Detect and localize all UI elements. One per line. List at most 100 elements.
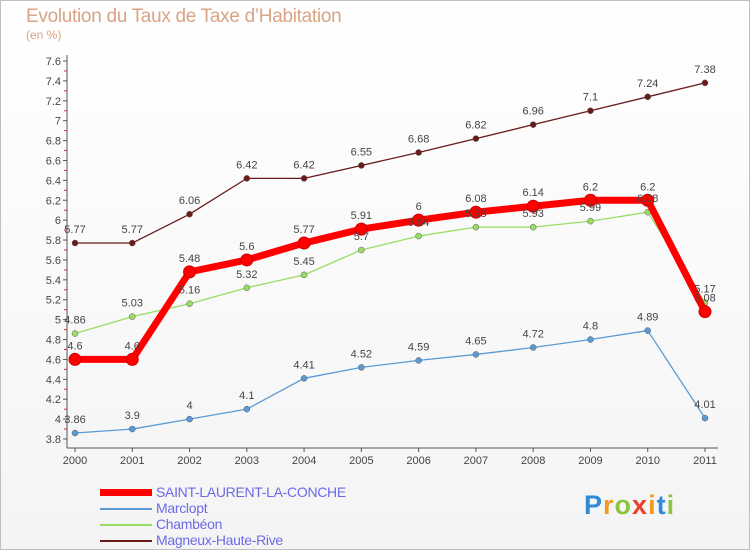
- data-label-magneux-haute-rive: 5.77: [64, 224, 85, 236]
- data-label-marclopt: 4: [186, 400, 192, 412]
- y-tick-label: 6.2: [46, 195, 61, 207]
- legend-label-chambeon: Chambéon: [156, 516, 223, 532]
- series-line-saint-laurent-la-conche: [71, 196, 709, 363]
- x-tick-label: 2008: [521, 455, 545, 467]
- data-point-saint-laurent-la-conche: [240, 253, 254, 267]
- data-point-chambeon: [300, 271, 308, 279]
- data-point-magneux-haute-rive: [587, 107, 594, 114]
- x-tick-label: 2009: [578, 455, 602, 467]
- x-tick-label: 2005: [349, 455, 373, 467]
- y-tick-label: 5.4: [46, 275, 61, 287]
- data-point-magneux-haute-rive: [243, 175, 251, 182]
- data-label-saint-laurent-la-conche: 4.6: [125, 340, 140, 352]
- data-point-saint-laurent-la-conche: [526, 199, 540, 213]
- data-label-marclopt: 3.86: [64, 414, 85, 426]
- x-tick-label: 2001: [120, 455, 144, 467]
- x-tick-label: 2002: [177, 455, 201, 467]
- data-point-saint-laurent-la-conche: [297, 236, 311, 250]
- y-tick-label: 7: [55, 116, 61, 128]
- data-label-marclopt: 4.89: [637, 312, 658, 324]
- data-label-marclopt: 4.1: [239, 390, 254, 402]
- data-point-saint-laurent-la-conche: [125, 352, 139, 366]
- y-tick-label: 5: [55, 315, 61, 327]
- y-tick-label: 7.2: [46, 96, 61, 108]
- chart-title: Evolution du Taux de Taxe d’Habitation: [26, 6, 342, 27]
- y-tick-label: 3.8: [46, 434, 61, 446]
- data-point-magneux-haute-rive: [644, 93, 651, 101]
- x-tick-label: 2010: [635, 455, 659, 467]
- y-tick-label: 6.8: [46, 136, 61, 148]
- data-point-chambeon: [587, 217, 594, 225]
- data-point-chambeon: [415, 232, 422, 240]
- data-label-marclopt: 4.41: [293, 359, 314, 371]
- data-point-saint-laurent-la-conche: [583, 193, 597, 207]
- data-point-marclopt: [701, 414, 709, 422]
- data-label-magneux-haute-rive: 6.82: [465, 120, 486, 132]
- chart-unit: (en %): [26, 28, 62, 42]
- data-label-magneux-haute-rive: 5.77: [122, 224, 143, 236]
- data-label-saint-laurent-la-conche: 5.91: [351, 210, 372, 222]
- data-label-magneux-haute-rive: 6.96: [522, 106, 543, 118]
- y-tick-label: 6: [55, 215, 61, 227]
- data-point-marclopt: [186, 415, 193, 423]
- data-label-marclopt: 4.72: [522, 328, 543, 340]
- data-label-chambeon: 5.17: [694, 284, 715, 296]
- legend-swatch-magneux: [100, 540, 152, 542]
- data-point-saint-laurent-la-conche: [412, 213, 426, 227]
- data-point-marclopt: [129, 425, 136, 433]
- data-label-marclopt: 4.65: [465, 335, 486, 347]
- data-point-saint-laurent-la-conche: [469, 205, 483, 219]
- data-point-marclopt: [529, 344, 537, 351]
- data-label-saint-laurent-la-conche: 6.2: [640, 181, 655, 193]
- logo-letter: i: [648, 490, 657, 520]
- data-point-saint-laurent-la-conche: [68, 352, 82, 366]
- data-label-saint-laurent-la-conche: 5.77: [293, 224, 314, 236]
- data-label-magneux-haute-rive: 6.42: [236, 159, 257, 171]
- data-label-marclopt: 4.01: [694, 399, 715, 411]
- data-label-chambeon: 5.03: [122, 298, 143, 310]
- data-label-marclopt: 4.52: [351, 348, 372, 360]
- x-tick-label: 2011: [693, 455, 717, 467]
- data-labels-layer: 5.77 5.77 6.06 6.42 6.42 6.55 6.68 6.82 6.96 7.1 7…: [64, 64, 715, 426]
- data-label-marclopt: 3.9: [125, 410, 140, 422]
- legend-item-chambeon[interactable]: Chambéon: [100, 516, 380, 532]
- data-label-chambeon: 5.99: [580, 202, 601, 214]
- data-point-marclopt: [587, 336, 594, 343]
- data-point-magneux-haute-rive: [186, 210, 193, 218]
- data-point-marclopt: [243, 405, 251, 413]
- data-point-chambeon: [243, 284, 251, 292]
- x-tick-label: 2006: [406, 455, 430, 467]
- y-tick-label: 6.6: [46, 155, 61, 167]
- data-label-saint-laurent-la-conche: 6.08: [465, 193, 486, 205]
- data-label-saint-laurent-la-conche: 5.08: [694, 293, 715, 305]
- legend-item-marclopt[interactable]: Marclopt: [100, 500, 380, 516]
- legend: SAINT-LAURENT-LA-CONCHE Marclopt Chambéo…: [100, 484, 380, 548]
- y-tick-label: 4.6: [46, 354, 61, 366]
- data-label-chambeon: 5.7: [354, 231, 369, 243]
- data-label-saint-laurent-la-conche: 5.48: [179, 253, 200, 265]
- y-tick-label: 4.8: [46, 335, 61, 347]
- data-point-saint-laurent-la-conche: [183, 265, 197, 279]
- legend-item-saint-laurent[interactable]: SAINT-LAURENT-LA-CONCHE: [100, 484, 380, 500]
- data-label-magneux-haute-rive: 7.24: [637, 78, 658, 90]
- legend-item-magneux[interactable]: Magneux-Haute-Rive: [100, 532, 380, 548]
- data-label-chambeon: 5.93: [522, 208, 543, 220]
- logo-letter: i: [666, 490, 676, 520]
- data-point-chambeon: [186, 300, 193, 307]
- data-point-marclopt: [415, 357, 422, 364]
- data-point-saint-laurent-la-conche: [698, 305, 712, 319]
- x-tick-label: 2004: [292, 455, 316, 467]
- data-label-magneux-haute-rive: 7.38: [694, 64, 715, 76]
- data-label-chambeon: 5.16: [179, 285, 200, 297]
- y-tick-label: 7.4: [46, 76, 61, 88]
- data-point-magneux-haute-rive: [71, 239, 79, 247]
- data-point-magneux-haute-rive: [300, 175, 308, 182]
- y-tick-label: 5.6: [46, 255, 61, 267]
- series-line-chambeon: [74, 211, 706, 335]
- data-label-marclopt: 4.59: [408, 341, 429, 353]
- legend-swatch-chambeon: [100, 524, 152, 526]
- data-label-marclopt: 4.8: [583, 321, 598, 333]
- y-tick-label: 5.2: [46, 295, 61, 307]
